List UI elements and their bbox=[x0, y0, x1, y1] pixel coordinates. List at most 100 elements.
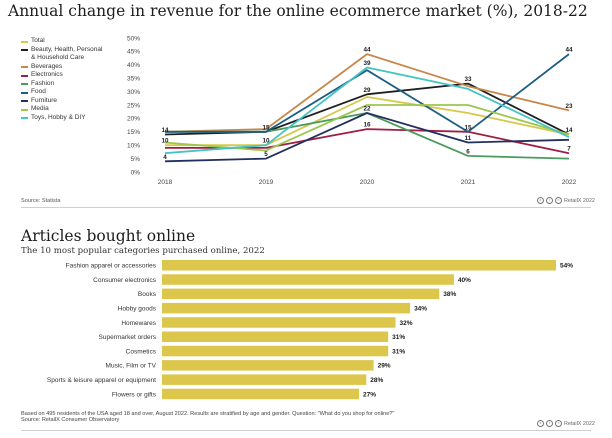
data-label: 10 bbox=[262, 138, 270, 145]
y-tick-label: 0% bbox=[131, 169, 141, 176]
by-license-icon: i bbox=[546, 197, 553, 204]
retailx-brand-bottom: c i = RetailX 2022 bbox=[537, 420, 595, 427]
y-tick-label: 30% bbox=[127, 89, 140, 96]
x-tick-label: 2020 bbox=[360, 179, 375, 186]
line-chart-legend: Total Beauty, Health, Personal & Househo… bbox=[21, 37, 102, 122]
y-tick-label: 45% bbox=[127, 49, 140, 56]
value-label: 28% bbox=[370, 377, 383, 384]
brand-label: RetailX 2022 bbox=[564, 197, 595, 204]
cc-license-icon: c bbox=[537, 420, 544, 427]
data-label: 7 bbox=[567, 146, 571, 153]
series-line bbox=[164, 66, 570, 155]
bar bbox=[162, 317, 396, 328]
bar bbox=[162, 331, 389, 342]
legend-item-food: Food bbox=[21, 88, 102, 97]
legend-label: Furniture bbox=[31, 96, 58, 104]
data-label: 44 bbox=[363, 47, 371, 54]
category-label: Sports & leisure apparel or equipment bbox=[47, 377, 156, 384]
bar bbox=[162, 345, 389, 357]
category-label: Hobby goods bbox=[118, 305, 157, 312]
divider-top bbox=[21, 207, 591, 208]
category-label: Music, Film or TV bbox=[106, 363, 157, 370]
retailx-brand-top: c i = RetailX 2022 bbox=[537, 197, 595, 204]
legend-label: Fashion bbox=[31, 79, 55, 87]
bar-chart: Fashion apparel or accessories 54% Consume… bbox=[47, 260, 573, 400]
nd-license-icon: = bbox=[555, 197, 562, 204]
data-label: 11 bbox=[465, 135, 472, 142]
legend-item-electronics: Electronics bbox=[21, 71, 102, 80]
bar bbox=[162, 274, 454, 285]
category-label: Flowers or gifts bbox=[112, 391, 157, 398]
series-line bbox=[164, 112, 570, 163]
legend-label: Electronics bbox=[31, 71, 63, 78]
y-tick-label: 10% bbox=[127, 143, 140, 150]
x-tick-label: 2021 bbox=[461, 179, 476, 186]
legend-swatch bbox=[21, 49, 28, 51]
legend-swatch bbox=[21, 66, 28, 68]
category-label: Cosmetics bbox=[126, 348, 157, 355]
bar bbox=[162, 388, 359, 400]
value-label: 34% bbox=[414, 305, 427, 312]
y-tick-label: 50% bbox=[127, 35, 140, 42]
legend-item-total: Total bbox=[21, 37, 102, 46]
x-tick-label: 2022 bbox=[562, 179, 577, 186]
legend-swatch bbox=[21, 91, 28, 94]
x-tick-label: 2018 bbox=[158, 179, 173, 186]
legend-swatch bbox=[21, 100, 28, 102]
legend-item-beauty: Beauty, Health, Personal bbox=[21, 46, 102, 55]
cc-license-icon: c bbox=[537, 197, 544, 204]
y-tick-label: 15% bbox=[127, 129, 140, 136]
data-label: 5 bbox=[264, 151, 268, 158]
line-chart: 0% 5% 10% 15% 20% 25% 30% 35% 40% 45% 50% 2018 2019 2… bbox=[127, 35, 577, 186]
data-label: 15 bbox=[262, 124, 270, 131]
value-label: 32% bbox=[399, 320, 412, 327]
legend-swatch bbox=[21, 40, 28, 43]
value-label: 27% bbox=[363, 391, 376, 398]
y-tick-label: 25% bbox=[127, 102, 140, 109]
divider-bottom bbox=[21, 430, 591, 431]
legend-swatch bbox=[21, 74, 28, 77]
data-label: 10 bbox=[161, 138, 169, 145]
series-line bbox=[165, 112, 570, 160]
data-label: 14 bbox=[565, 127, 573, 134]
data-label: 44 bbox=[565, 47, 573, 54]
bar bbox=[162, 260, 556, 271]
legend-item-furniture: Furniture bbox=[21, 97, 102, 106]
legend-label: Beverages bbox=[31, 62, 63, 70]
bar-chart-title: Articles bought online bbox=[21, 227, 196, 245]
legend-label: Total bbox=[31, 37, 45, 44]
bar-chart-note: Based on 495 residents of the USA aged 1… bbox=[21, 411, 394, 423]
bar-chart-footnote: Based on 495 residents of the USA aged 1… bbox=[21, 411, 395, 417]
category-label: Consumer electronics bbox=[93, 277, 157, 284]
legend-label: Media bbox=[31, 105, 49, 112]
data-label: 4 bbox=[163, 154, 167, 161]
category-label: Supermarket orders bbox=[99, 334, 157, 341]
data-label: 39 bbox=[363, 60, 371, 67]
value-label: 40% bbox=[458, 277, 471, 284]
value-label: 31% bbox=[392, 334, 405, 341]
data-label: 33 bbox=[464, 76, 472, 83]
bar bbox=[162, 374, 367, 385]
value-label: 29% bbox=[378, 363, 391, 370]
bar-chart-subtitle: The 10 most popular categories purchased… bbox=[21, 246, 265, 256]
bar bbox=[162, 302, 411, 314]
series-line bbox=[165, 96, 570, 147]
value-label: 54% bbox=[560, 263, 573, 270]
legend-swatch bbox=[21, 83, 28, 85]
value-label: 31% bbox=[392, 348, 405, 355]
brand-label: RetailX 2022 bbox=[564, 420, 595, 427]
series-line bbox=[164, 53, 570, 133]
line-chart-source: Source: Statista bbox=[21, 198, 61, 204]
nd-license-icon: = bbox=[555, 420, 562, 427]
legend-label: Toys, Hobby & DIY bbox=[31, 113, 86, 121]
data-label: 15 bbox=[464, 124, 472, 131]
x-tick-label: 2019 bbox=[259, 179, 274, 186]
legend-swatch bbox=[21, 108, 28, 111]
bar bbox=[162, 288, 440, 300]
legend-item-beverages: Beverages bbox=[21, 63, 102, 72]
data-label: 16 bbox=[363, 122, 371, 129]
legend-label: Beauty, Health, Personal bbox=[31, 45, 103, 53]
category-label: Homewares bbox=[121, 320, 156, 327]
legend-label: Food bbox=[31, 88, 46, 95]
y-tick-label: 20% bbox=[127, 116, 140, 123]
